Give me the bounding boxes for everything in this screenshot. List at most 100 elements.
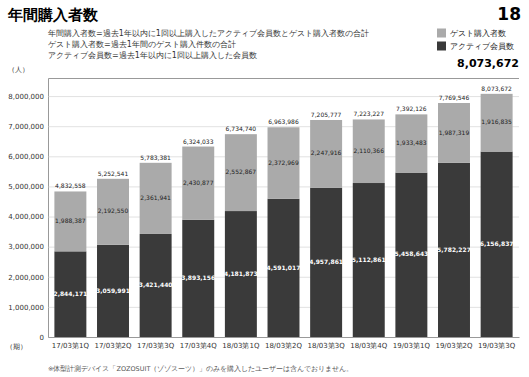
bar: [438, 163, 470, 337]
bar: [54, 191, 86, 251]
data-label: 2,247,916: [311, 149, 342, 156]
data-label: 2,372,969: [268, 159, 299, 166]
axis-line: [49, 337, 520, 338]
legend-swatch: [437, 29, 446, 38]
bar: [97, 179, 129, 245]
data-label: 1,987,319: [439, 129, 470, 136]
legend-label: ゲスト購入者数: [450, 29, 506, 38]
total-data-label: 7,205,777: [311, 111, 342, 118]
bar: [268, 127, 300, 198]
tick-label: 6,000,000: [8, 153, 44, 161]
tick: 8,000,000: [8, 93, 519, 101]
total-data-label: 6,963,986: [268, 118, 299, 125]
bar: [225, 211, 257, 337]
bar: [54, 251, 86, 337]
annotation: ゲスト購入者数=過去1年間のゲスト購入件数の合計: [48, 40, 236, 49]
page-number: 18: [497, 4, 521, 24]
data-label: 4,591,017: [267, 264, 301, 271]
data-label: 5,112,861: [352, 256, 386, 263]
annotation: 年間購入者数=過去1年以内に1回以上購入したアクティブ会員数とゲスト購入者数の合…: [48, 29, 369, 38]
chart: 年間購入者数 18 年間購入者数=過去1年以内に1回以上購入したアクティブ会員数とゲ…: [0, 0, 529, 377]
x-axis-label: （期）: [6, 343, 27, 351]
total-data-label: 8,073,672: [481, 85, 512, 92]
bar: [310, 188, 342, 337]
y-axis-label: （人）: [8, 66, 29, 74]
data-label: 3,421,440: [139, 281, 173, 288]
tick-label: 17/03第2Q: [94, 342, 132, 350]
data-label: 4,957,861: [309, 258, 343, 265]
total-data-label: 7,769,546: [439, 94, 470, 101]
bar: [225, 134, 257, 211]
tick-label: 5,000,000: [8, 183, 44, 191]
tick-label: 19/03第2Q: [435, 342, 473, 350]
note: ※体型計測デバイス「ZOZOSUIT（ゾゾスーツ）」のみを購入したユーザーは含ん…: [48, 365, 353, 373]
total-data-label: 7,392,126: [396, 105, 427, 112]
bar: [182, 220, 214, 337]
axis-line: [49, 79, 520, 338]
bar: [481, 152, 513, 337]
tick-label: 19/03第3Q: [478, 342, 516, 350]
tick-label: 17/03第4Q: [180, 342, 218, 350]
data-label: 3,059,991: [96, 287, 130, 294]
bar: [353, 119, 385, 183]
legend-item: アクティブ会員数: [437, 42, 514, 51]
tick-label: 18/03第2Q: [265, 342, 303, 350]
bar: [481, 94, 513, 152]
tick-label: 18/03第4Q: [350, 342, 388, 350]
bar: [438, 103, 470, 163]
grid-line: [48, 337, 519, 338]
legend-item: ゲスト購入者数: [437, 29, 506, 38]
data-label: 2,430,877: [183, 179, 214, 186]
tick-label: 2,000,000: [8, 274, 44, 282]
bar: [395, 114, 427, 172]
bars: [54, 94, 512, 337]
tick-label: 1,000,000: [8, 304, 44, 312]
tick-label: 17/03第3Q: [137, 342, 175, 350]
total-data-label: 7,223,227: [353, 110, 384, 117]
tick-label: 0: [40, 334, 44, 342]
tick-label: 8,000,000: [8, 93, 44, 101]
data-label: 1,933,483: [396, 139, 427, 146]
data-label: 5,458,643: [394, 250, 428, 257]
annotation: アクティブ会員数=過去1年以内に1回以上購入した会員数: [48, 51, 257, 60]
data-label: 2,361,941: [140, 194, 171, 201]
data-labels: 2,844,1713,059,9913,421,4403,893,1564,18…: [53, 85, 513, 297]
legend-label: アクティブ会員数: [450, 42, 514, 51]
tick: 19/03第2Q: [435, 342, 473, 350]
bar: [395, 173, 427, 337]
tick-label: 18/03第1Q: [222, 342, 260, 350]
data-label: 2,192,550: [98, 207, 129, 214]
tick-label: 3,000,000: [8, 243, 44, 251]
data-label: 4,181,873: [224, 270, 258, 277]
tick: 18/03第3Q: [308, 342, 346, 350]
tick: 17/03第4Q: [180, 342, 218, 350]
total-data-label: 5,783,381: [140, 154, 171, 161]
bar: [140, 163, 172, 234]
tick: 17/03第2Q: [94, 342, 132, 350]
x-axis: 17/03第1Q 17/03第2Q 17/03第3Q 17/03第4Q 18/03第1Q…: [49, 338, 520, 350]
tick: 18/03第2Q: [265, 342, 303, 350]
data-label: 1,988,387: [55, 217, 86, 224]
bar: [268, 199, 300, 337]
data-label: 5,782,227: [437, 246, 471, 253]
total-data-label: 5,252,541: [98, 170, 129, 177]
tick-label: 19/03第1Q: [393, 342, 431, 350]
total-label: 8,073,672: [457, 57, 519, 70]
bar: [353, 183, 385, 337]
data-label: 2,552,867: [226, 168, 257, 175]
plot: 01,000,0002,000,0003,000,0004,000,0005,0…: [8, 79, 519, 350]
bar: [140, 234, 172, 337]
data-label: 6,156,837: [480, 240, 514, 247]
total-data-label: 4,832,558: [55, 182, 86, 189]
tick: 18/03第4Q: [350, 342, 388, 350]
title: 年間購入者数: [7, 6, 99, 24]
tick: 19/03第1Q: [393, 342, 431, 350]
tick: 17/03第3Q: [137, 342, 175, 350]
legend-swatch: [437, 42, 446, 51]
data-label: 2,110,366: [353, 147, 384, 154]
bar: [182, 147, 214, 220]
legend: ゲスト購入者数アクティブ会員数: [437, 29, 514, 51]
total-data-label: 6,324,033: [183, 138, 214, 145]
bar: [310, 120, 342, 188]
tick-label: 17/03第1Q: [52, 342, 90, 350]
